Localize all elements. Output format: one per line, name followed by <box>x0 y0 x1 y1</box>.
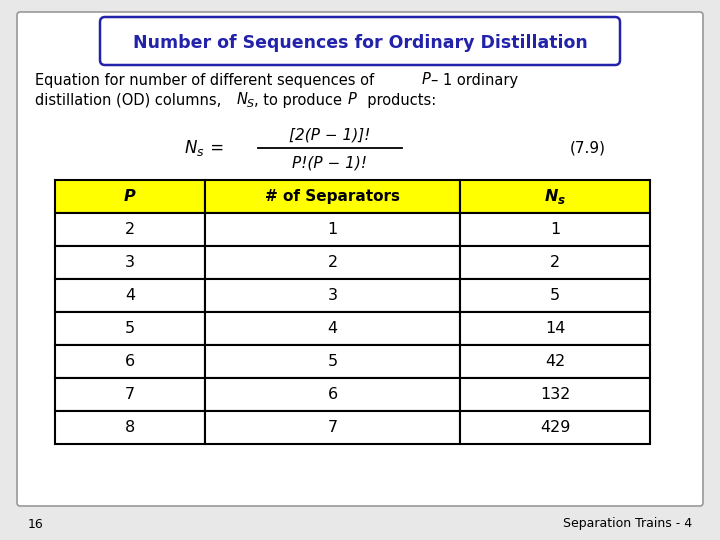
Text: # of Separators: # of Separators <box>265 189 400 204</box>
Text: 2: 2 <box>125 222 135 237</box>
Bar <box>205 246 460 279</box>
Bar <box>205 279 460 312</box>
Text: 2: 2 <box>328 255 338 270</box>
Text: P: P <box>348 92 357 107</box>
Bar <box>460 213 650 246</box>
Bar <box>460 180 650 213</box>
FancyBboxPatch shape <box>17 12 703 506</box>
Bar <box>205 411 460 444</box>
Text: s: s <box>197 146 204 159</box>
Text: products:: products: <box>358 92 436 107</box>
Text: =: = <box>205 139 224 157</box>
Bar <box>460 411 650 444</box>
Text: distillation (OD) columns,: distillation (OD) columns, <box>35 92 226 107</box>
Bar <box>205 345 460 378</box>
Bar <box>55 345 205 378</box>
Text: 429: 429 <box>540 420 570 435</box>
Bar <box>55 279 205 312</box>
Bar <box>55 180 205 213</box>
Text: 4: 4 <box>125 288 135 303</box>
Bar <box>55 312 205 345</box>
Bar <box>205 378 460 411</box>
Bar <box>205 213 460 246</box>
Text: N: N <box>544 189 558 204</box>
Text: S: S <box>247 99 254 109</box>
Text: P!(P − 1)!: P!(P − 1)! <box>292 156 367 171</box>
Text: 8: 8 <box>125 420 135 435</box>
Bar <box>55 213 205 246</box>
Text: Number of Sequences for Ordinary Distillation: Number of Sequences for Ordinary Distill… <box>132 34 588 52</box>
Text: 3: 3 <box>328 288 338 303</box>
Bar <box>55 411 205 444</box>
Text: 7: 7 <box>125 387 135 402</box>
Text: 16: 16 <box>28 517 44 530</box>
Text: 2: 2 <box>550 255 560 270</box>
Text: s: s <box>557 194 564 207</box>
Text: 5: 5 <box>328 354 338 369</box>
Bar <box>460 279 650 312</box>
Bar <box>460 312 650 345</box>
Bar <box>205 180 460 213</box>
Text: 1: 1 <box>328 222 338 237</box>
FancyBboxPatch shape <box>100 17 620 65</box>
Text: , to produce: , to produce <box>254 92 346 107</box>
Text: 6: 6 <box>125 354 135 369</box>
Text: (7.9): (7.9) <box>570 140 606 156</box>
Text: 6: 6 <box>328 387 338 402</box>
Text: – 1 ordinary: – 1 ordinary <box>431 72 518 87</box>
Text: 132: 132 <box>540 387 570 402</box>
Bar <box>460 378 650 411</box>
Text: N: N <box>237 92 248 107</box>
Text: 4: 4 <box>328 321 338 336</box>
Bar <box>460 345 650 378</box>
Bar <box>55 378 205 411</box>
Bar <box>460 246 650 279</box>
Text: 5: 5 <box>125 321 135 336</box>
Text: Equation for number of different sequences of: Equation for number of different sequenc… <box>35 72 379 87</box>
Text: Separation Trains - 4: Separation Trains - 4 <box>563 517 692 530</box>
Text: 14: 14 <box>545 321 565 336</box>
Text: 1: 1 <box>550 222 560 237</box>
Text: [2(P − 1)]!: [2(P − 1)]! <box>289 127 371 143</box>
Text: P: P <box>422 72 431 87</box>
Text: N: N <box>185 139 197 157</box>
Text: P: P <box>124 189 136 204</box>
Text: 7: 7 <box>328 420 338 435</box>
Text: 3: 3 <box>125 255 135 270</box>
Text: 5: 5 <box>550 288 560 303</box>
Bar <box>205 312 460 345</box>
Bar <box>55 246 205 279</box>
Text: 42: 42 <box>545 354 565 369</box>
